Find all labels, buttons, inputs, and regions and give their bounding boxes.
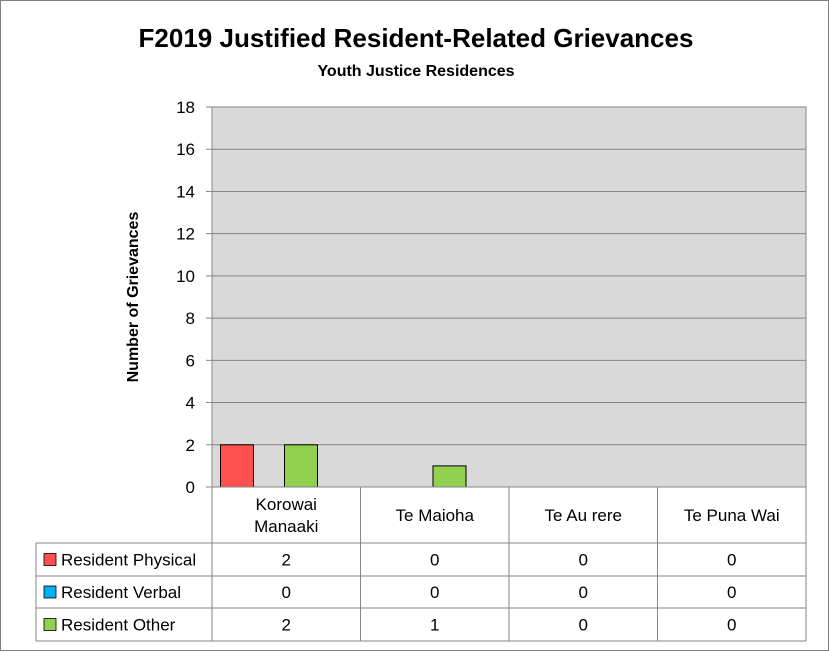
category-label: Manaaki xyxy=(254,517,318,536)
y-tick-label: 2 xyxy=(186,436,195,455)
y-axis-title: Number of Grievances xyxy=(125,212,142,383)
data-label: 2 xyxy=(282,551,291,570)
plot-area: 0 2 4 6 8 10 12 14 16 18 xyxy=(176,98,807,497)
legend-entry: Resident Other xyxy=(61,616,176,635)
data-label: 0 xyxy=(727,551,736,570)
legend-key xyxy=(43,585,57,599)
category-label: Te Maioha xyxy=(396,506,475,525)
data-label: 0 xyxy=(579,551,588,570)
y-tick-label: 6 xyxy=(186,351,195,370)
plot-background xyxy=(212,107,806,487)
category-label: Korowai xyxy=(256,495,317,514)
data-table: Korowai Manaaki Te Maioha Te Au rere Te Puna… xyxy=(35,486,807,642)
y-tick-label: 10 xyxy=(176,267,195,286)
chart-subtitle: Youth Justice Residences xyxy=(317,63,514,80)
data-label: 0 xyxy=(579,616,588,635)
y-tick-label: 14 xyxy=(176,182,195,201)
chart-title: F2019 Justified Resident-Related Grievan… xyxy=(139,23,694,53)
category-label: Te Puna Wai xyxy=(684,506,780,525)
data-label: 1 xyxy=(430,616,439,635)
data-label: 2 xyxy=(282,616,291,635)
legend-key xyxy=(43,553,57,566)
bar xyxy=(220,444,254,488)
bar xyxy=(432,465,467,488)
category-label: Te Au rere xyxy=(545,506,623,525)
data-label: 0 xyxy=(282,583,291,602)
legend-entry: Resident Physical xyxy=(61,551,196,570)
y-tick-label: 0 xyxy=(186,478,195,497)
data-label: 0 xyxy=(579,583,588,602)
data-label: 0 xyxy=(430,551,439,570)
legend-entry: Resident Verbal xyxy=(61,583,181,602)
y-tick-label: 16 xyxy=(176,140,195,159)
bar xyxy=(284,444,318,488)
y-tick-label: 18 xyxy=(176,98,195,117)
y-tick-label: 4 xyxy=(186,394,195,413)
legend-key xyxy=(43,618,57,631)
data-label: 0 xyxy=(727,583,736,602)
y-tick-label: 12 xyxy=(176,225,195,244)
y-tick-label: 8 xyxy=(186,309,195,328)
data-label: 0 xyxy=(727,616,736,635)
data-label: 0 xyxy=(430,583,439,602)
